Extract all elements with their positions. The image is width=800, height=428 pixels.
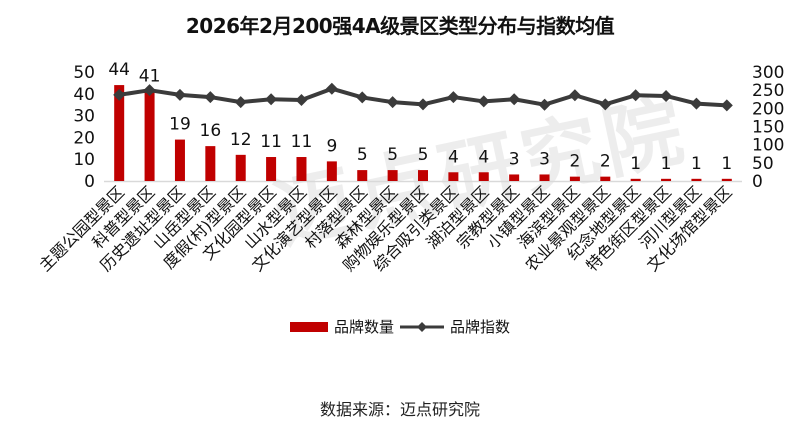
bar (357, 170, 368, 181)
line-marker-diamond-icon (417, 98, 429, 111)
right-axis-tick: 0 (752, 172, 763, 192)
bar-value-label: 1 (691, 154, 702, 174)
bar-value-label: 1 (630, 154, 641, 174)
bar (266, 157, 277, 181)
bar (661, 178, 672, 181)
legend-bar-label: 品牌数量 (333, 318, 394, 336)
left-axis-tick: 40 (73, 85, 95, 105)
bar (114, 85, 125, 181)
bar-value-label: 19 (169, 115, 191, 135)
bar-value-label: 5 (418, 145, 429, 165)
line-marker-diamond-icon (265, 93, 278, 106)
bar (539, 174, 550, 181)
bar (235, 154, 246, 181)
line-marker-diamond-icon (204, 91, 217, 104)
bar (418, 170, 428, 181)
left-axis-tick: 30 (73, 107, 95, 127)
data-source: 数据来源：迈点研究院 (319, 400, 480, 419)
bar (205, 146, 216, 181)
right-axis-tick: 100 (752, 136, 784, 156)
bar (691, 178, 702, 181)
bar-value-label: 9 (326, 136, 337, 156)
line-marker-diamond-icon (356, 91, 369, 104)
bar (387, 170, 398, 181)
bar-value-label: 3 (539, 149, 550, 169)
line-marker-diamond-icon (143, 84, 156, 97)
line-marker-diamond-icon (295, 93, 308, 106)
bar-value-label: 12 (230, 130, 252, 150)
right-axis-tick: 200 (752, 99, 784, 119)
bar (296, 157, 307, 181)
bar-value-label: 5 (387, 145, 398, 165)
bar (326, 161, 337, 181)
legend-line-label: 品牌指数 (450, 318, 511, 336)
legend-item-bar: 品牌数量 (289, 316, 394, 337)
line-marker-diamond-icon (720, 99, 733, 112)
line-marker-diamond-icon (325, 82, 338, 95)
line-marker-diamond-icon (447, 91, 460, 104)
line-marker-diamond-icon (508, 93, 521, 106)
right-axis-tick: 250 (752, 81, 784, 101)
right-axis-tick: 150 (752, 118, 784, 138)
bar-value-label: 16 (200, 121, 222, 141)
bar-value-label: 4 (448, 147, 459, 167)
bar (448, 172, 459, 181)
bar-value-label: 1 (661, 154, 672, 174)
bar-value-label: 5 (357, 145, 368, 165)
left-axis-tick: 20 (73, 128, 95, 148)
bar-value-label: 1 (721, 154, 732, 174)
line-marker-diamond-icon (599, 98, 612, 111)
legend-item-line: 品牌指数 (400, 316, 510, 337)
bar (144, 91, 155, 181)
bar-value-label: 3 (509, 149, 520, 169)
right-axis-tick: 300 (752, 63, 784, 83)
bar-value-label: 2 (569, 152, 580, 172)
line-marker-diamond-icon (690, 97, 703, 110)
bar (478, 172, 489, 181)
line-marker-diamond-icon (386, 96, 399, 109)
bar (630, 178, 641, 181)
bar (600, 176, 611, 181)
bar (174, 139, 185, 181)
bar-value-label: 4 (478, 147, 489, 167)
chart-legend: 品牌数量 品牌指数 (0, 316, 800, 337)
line-marker-diamond-icon (660, 89, 673, 102)
line-marker-diamond-icon (629, 89, 642, 102)
line-marker-diamond-icon (538, 98, 551, 111)
line-diamond-icon (400, 321, 444, 332)
bar-value-label: 11 (260, 132, 282, 152)
right-axis-tick: 50 (752, 154, 774, 174)
line-marker-diamond-icon (113, 88, 126, 101)
bar (509, 174, 520, 181)
left-axis-tick: 10 (73, 150, 95, 170)
chart-title: 2026年2月200强4A级景区类型分布与指数均值 (185, 14, 615, 38)
bar-swatch-icon (289, 321, 328, 332)
bar (569, 176, 580, 181)
line-marker-diamond-icon (568, 89, 581, 102)
line-marker-diamond-icon (234, 96, 247, 109)
line-marker-diamond-icon (173, 88, 186, 101)
bar-value-label: 44 (108, 60, 130, 80)
line-marker-diamond-icon (477, 95, 490, 108)
left-axis-tick: 50 (73, 63, 95, 83)
bar-value-label: 41 (139, 67, 161, 87)
bar (721, 178, 732, 181)
bar-value-label: 11 (291, 132, 313, 152)
bar-value-label: 2 (600, 152, 611, 172)
left-axis-tick: 0 (84, 172, 95, 192)
